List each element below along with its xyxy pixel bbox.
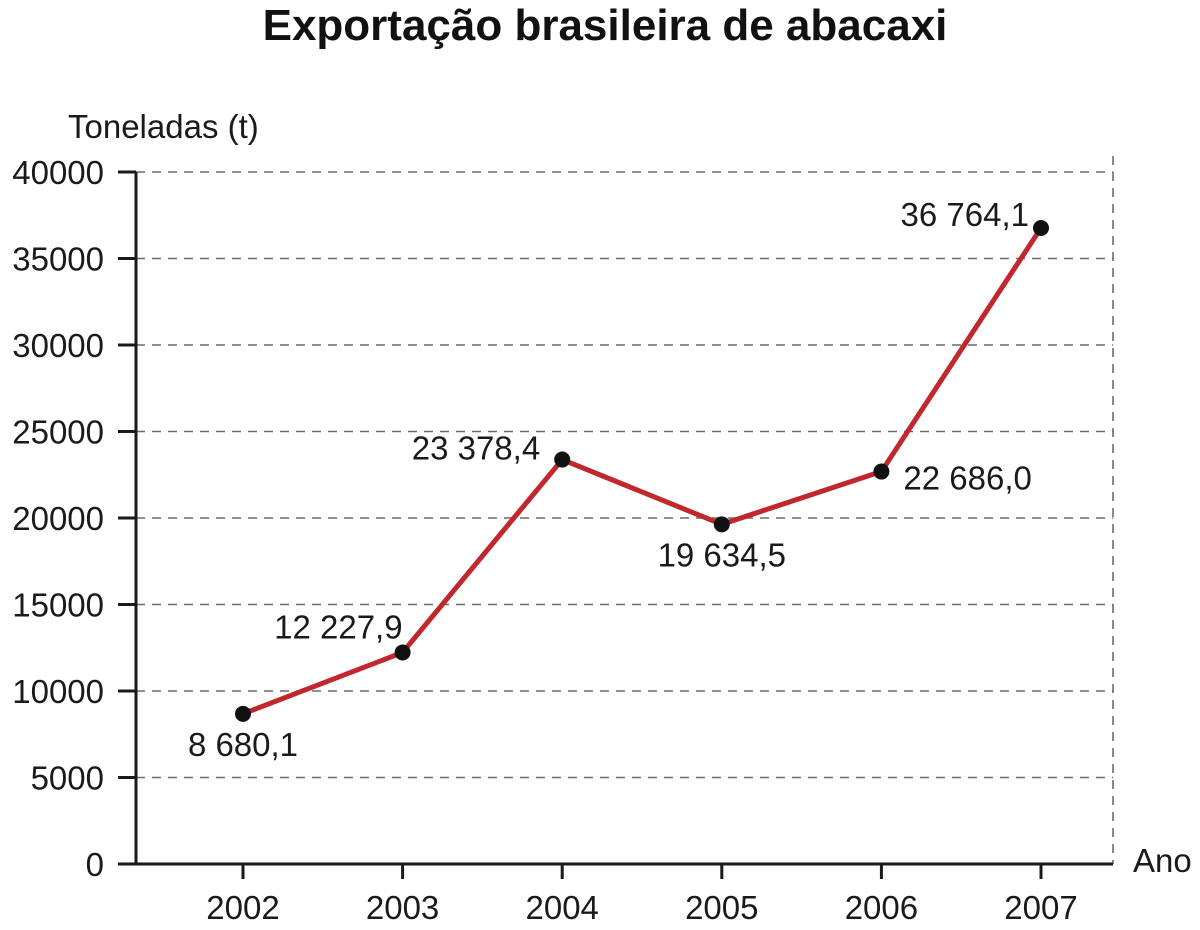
series-line xyxy=(240,225,1044,717)
x-tick-label: 2002 xyxy=(206,889,279,926)
x-tick-label: 2006 xyxy=(845,889,918,926)
y-tick-label: 40000 xyxy=(12,154,104,191)
data-point-2003 xyxy=(394,644,411,661)
data-point-2002 xyxy=(235,705,251,722)
x-tick-label: 2007 xyxy=(1004,889,1077,926)
y-tick-label: 5000 xyxy=(31,760,104,797)
y-tick-label: 10000 xyxy=(12,673,104,710)
data-label-2003: 12 227,9 xyxy=(274,608,402,645)
y-tick-label: 0 xyxy=(86,846,104,883)
x-axis-label: Ano xyxy=(1133,842,1192,879)
x-tick-labels: 2002 2003 2004 2005 2006 2007 xyxy=(206,889,1077,926)
x-tick-label: 2003 xyxy=(366,889,439,926)
x-tick-label: 2004 xyxy=(525,889,598,926)
data-point-2007 xyxy=(1033,219,1049,236)
y-tick-label: 15000 xyxy=(12,587,104,624)
data-points xyxy=(235,219,1049,722)
data-point-2004 xyxy=(554,451,571,468)
y-tick-labels: 0 5000 10000 15000 20000 25000 30000 35000 40000 xyxy=(12,154,104,883)
data-label-2004: 23 378,4 xyxy=(412,430,540,467)
data-label-2002: 8 680,1 xyxy=(188,726,298,763)
chart-title: Exportação brasileira de abacaxi xyxy=(263,1,948,50)
data-point-2005 xyxy=(713,516,730,533)
y-tick-label: 35000 xyxy=(12,241,104,278)
y-tick-label: 20000 xyxy=(12,500,104,537)
data-label-2007: 36 764,1 xyxy=(901,196,1029,233)
data-point-2006 xyxy=(873,463,890,480)
series-line-layer xyxy=(240,225,1044,717)
data-label-2005: 19 634,5 xyxy=(658,536,786,573)
axes xyxy=(118,170,1113,879)
data-label-2006: 22 686,0 xyxy=(903,460,1031,497)
x-tick-label: 2005 xyxy=(685,889,758,926)
data-labels: 8 680,1 12 227,9 23 378,4 19 634,5 22 686,0 3… xyxy=(188,196,1032,763)
y-axis-label: Toneladas (t) xyxy=(68,108,259,145)
y-tick-label: 30000 xyxy=(12,327,104,364)
y-tick-label: 25000 xyxy=(12,414,104,451)
